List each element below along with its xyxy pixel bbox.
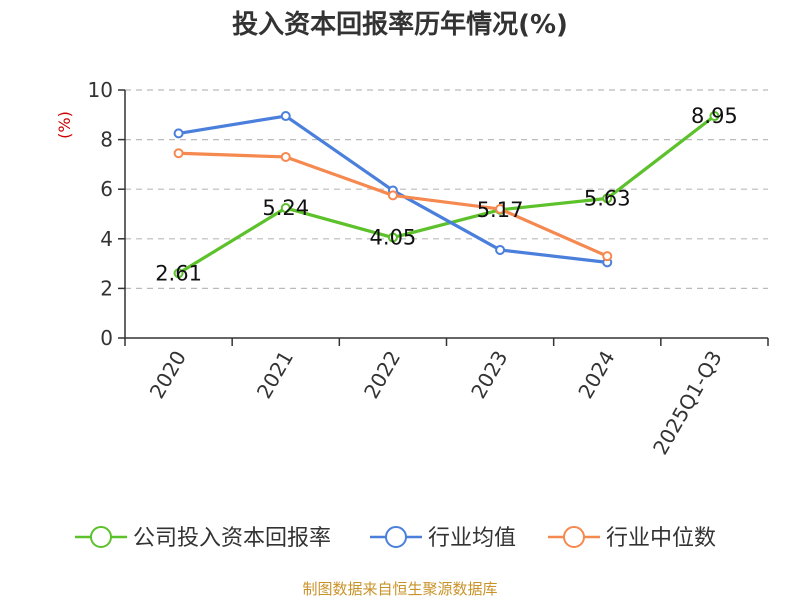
x-tick-label: 2023	[466, 347, 512, 403]
data-point	[173, 268, 184, 279]
y-tick-label: 4	[100, 227, 113, 251]
x-tick-label: 2024	[573, 347, 619, 403]
data-point	[387, 190, 398, 201]
legend-marker	[90, 526, 112, 548]
data-point	[173, 148, 184, 159]
data-point	[280, 151, 291, 162]
y-axis-label: (%)	[55, 111, 74, 139]
x-tick-label: 2020	[145, 347, 191, 403]
data-label: 4.05	[370, 226, 417, 250]
legend-item-0: 公司投入资本回报率	[75, 526, 331, 551]
legend-label: 行业中位数	[606, 526, 716, 551]
data-label: 8.95	[691, 104, 738, 128]
x-tick-label: 2022	[359, 347, 405, 403]
gridlines	[125, 89, 768, 289]
x-tick-label: 2025Q1-Q3	[648, 347, 727, 459]
legend: 公司投入资本回报率 行业均值 行业中位数	[75, 526, 716, 551]
data-point	[280, 203, 291, 214]
legend-marker	[385, 526, 407, 548]
data-label: 5.17	[477, 198, 524, 222]
data-point	[709, 111, 720, 122]
data-label: 5.24	[262, 196, 309, 220]
series	[173, 111, 720, 279]
legend-item-1: 行业均值	[370, 526, 516, 551]
y-tick-label: 10	[88, 78, 113, 102]
x-tick-label: 2021	[252, 347, 298, 403]
data-point	[495, 204, 506, 215]
legend-label: 公司投入资本回报率	[133, 526, 331, 551]
legend-marker	[563, 526, 585, 548]
data-label: 5.63	[584, 186, 631, 210]
data-point	[387, 232, 398, 243]
data-point	[173, 128, 184, 139]
data-label: 2.61	[155, 261, 202, 285]
y-tick-label: 0	[100, 326, 113, 350]
y-tick-label: 6	[100, 177, 113, 201]
data-point	[602, 251, 613, 262]
y-tick-label: 2	[100, 276, 113, 300]
series-line-0	[177, 114, 716, 275]
legend-label: 行业均值	[428, 526, 516, 551]
source-note: 制图数据来自恒生聚源数据库	[302, 580, 498, 598]
chart-title: 投入资本回报率历年情况(%)	[232, 10, 568, 40]
data-point	[280, 111, 291, 122]
data-point	[602, 193, 613, 204]
y-tick-label: 8	[100, 128, 113, 152]
legend-item-2: 行业中位数	[548, 526, 716, 551]
data-point	[495, 244, 506, 255]
data-labels: 2.61 5.24 4.05 5.17 5.63 8.95	[155, 104, 738, 285]
